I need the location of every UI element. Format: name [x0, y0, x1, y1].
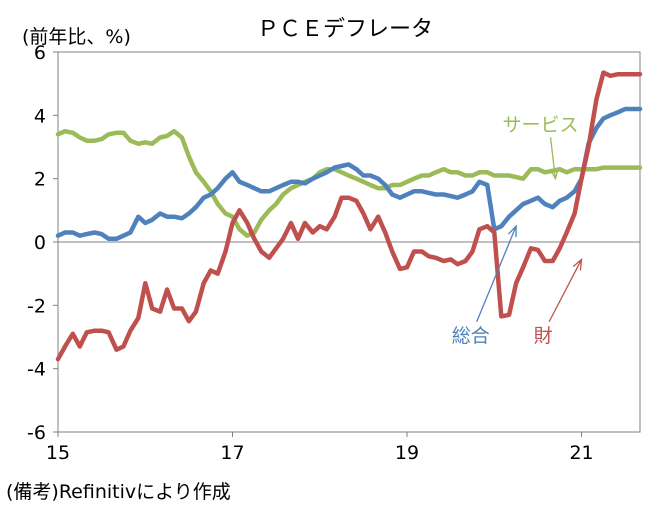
- annotation-arrow: [548, 259, 583, 323]
- annotation-arrowhead: [507, 224, 517, 238]
- annotation-arrow: [549, 137, 557, 179]
- x-tick-label: 21: [569, 442, 593, 464]
- annotation-label: 総合: [452, 325, 490, 347]
- annotation-label: 財: [534, 325, 553, 347]
- source-note: (備考)Refinitivにより作成: [6, 481, 231, 503]
- series-line-総合: [55, 106, 643, 242]
- series-line-財: [55, 70, 643, 362]
- y-tick-label: 6: [34, 42, 46, 64]
- x-tick-label: 17: [220, 442, 244, 464]
- chart-title: ＰＣＥデフレータ: [257, 17, 433, 42]
- x-tick-label: 15: [46, 442, 70, 464]
- annotation-arrowhead: [549, 167, 559, 181]
- annotation-arrowhead: [572, 257, 583, 271]
- series-line-サービス: [55, 128, 643, 238]
- y-tick-label: 2: [34, 169, 46, 191]
- y-tick-label: 0: [34, 232, 46, 254]
- y-tick-label: -2: [27, 295, 46, 317]
- y-tick-label: -6: [27, 422, 46, 444]
- y-tick-label: 4: [34, 105, 46, 127]
- annotation-label: サービス: [503, 114, 579, 136]
- y-axis-unit-label: (前年比、%): [22, 26, 131, 48]
- y-tick-label: -4: [27, 359, 46, 381]
- x-tick-label: 19: [395, 442, 419, 464]
- annotation-arrow: [476, 225, 517, 322]
